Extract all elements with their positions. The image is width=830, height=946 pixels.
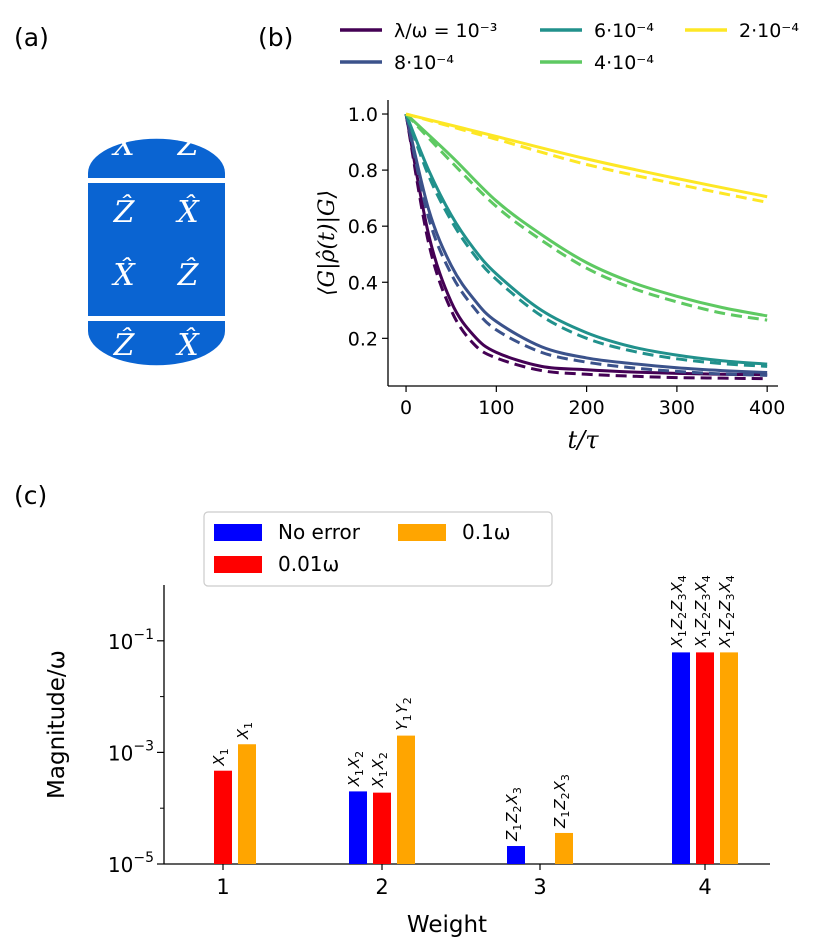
panel-b-label: (b) (258, 23, 293, 52)
legend-c-label-1: No error (278, 520, 361, 544)
b-series-2-dashed (404, 113, 768, 377)
legend-b: λ/ω = 10⁻³ 6·10⁻⁴ 2·10⁻⁴ 8·10⁻⁴ 4·10⁻⁴ (340, 20, 799, 74)
fidelity-decay-chart: 0 100 200 300 400 0.2 0.4 0.6 0.8 1.0 t/τ ⟨G|ρ̂(t)|… (315, 100, 785, 454)
b-ytick-label: 1.0 (348, 104, 378, 126)
b-xtick-label: 400 (749, 397, 785, 419)
c-ytick-label: 10−3 (108, 738, 154, 765)
c-bar-label-1-4: X1Z2Z3X4 (668, 575, 689, 648)
c-bar-label-1-3: Z1Z2X3 (503, 787, 524, 842)
b-series-2-solid (404, 113, 768, 375)
panel-a-label: (a) (14, 23, 49, 52)
operator-3-2: Ẑ (177, 257, 200, 293)
legend-c-swatch-3 (398, 524, 446, 541)
c-bar-label-3-3: Z1Z2X3 (551, 774, 572, 829)
b-series-4-solid (405, 112, 768, 318)
operator-3-1: X̂ (111, 258, 136, 293)
operator-2-1: Ẑ (113, 194, 136, 230)
c-bar-3-1 (238, 744, 256, 864)
b-series-5-dashed (405, 112, 768, 204)
legend-b-label-3: 6·10⁻⁴ (594, 20, 654, 42)
c-bar-label-2-4: X1Z2Z3X4 (692, 575, 713, 648)
c-xtick-label: 4 (698, 875, 711, 899)
c-bar-2-2 (373, 792, 391, 864)
c-bar-label-2-1: X1 (210, 748, 231, 766)
legend-c-label-3: 0.1ω (462, 520, 511, 544)
c-bar-2-1 (214, 770, 232, 864)
panel-c-label: (c) (14, 481, 47, 510)
c-ylabel: Magnitude/ω (44, 650, 70, 799)
stabilizer-block-1 (88, 138, 225, 178)
legend-b-label-5: 2·10⁻⁴ (739, 20, 799, 42)
b-series-3-dashed (404, 113, 768, 368)
b-series-5-solid (405, 112, 768, 199)
b-xtick-label: 0 (400, 397, 412, 419)
c-ytick-label: 10−1 (108, 627, 154, 654)
c-ytick-label: 10−5 (108, 850, 154, 877)
b-ytick-label: 0.2 (348, 328, 378, 350)
b-xtick-label: 100 (478, 397, 514, 419)
legend-c-swatch-2 (214, 556, 262, 573)
c-bar-1-3 (507, 846, 525, 864)
c-xtick-label: 3 (533, 875, 546, 899)
c-bar-2-4 (696, 652, 714, 864)
c-bar-3-4 (720, 652, 738, 864)
b-ytick-label: 0.4 (348, 272, 378, 294)
legend-c-swatch-1 (214, 524, 262, 541)
stabilizer-diagram: X̂ Ẑ Ẑ X̂ X̂ Ẑ Ẑ X̂ (88, 127, 225, 366)
b-series-4-dashed (404, 112, 768, 322)
c-bar-1-2 (349, 791, 367, 864)
b-series-3-solid (404, 113, 768, 366)
c-bar-label-3-4: X1Z2Z3X4 (716, 575, 737, 648)
operator-2-2: X̂ (175, 195, 200, 230)
legend-c-label-2: 0.01ω (278, 552, 339, 576)
c-xlabel: Weight (407, 912, 487, 938)
legend-b-label-1: λ/ω = 10⁻³ (394, 20, 497, 42)
b-ylabel: ⟨G|ρ̂(t)|G⟩ (315, 190, 340, 296)
b-ytick-label: 0.8 (348, 160, 378, 182)
b-xtick-label: 300 (659, 397, 695, 419)
operator-4-1: Ẑ (113, 327, 136, 363)
legend-c-frame (203, 511, 553, 587)
b-ytick-label: 0.6 (348, 216, 378, 238)
magnitude-bar-chart: 10−5 10−3 10−1 1 2 3 4 Weight Magnitude/ω X1X2 Z1Z… (44, 575, 770, 938)
b-xtick-label: 200 (568, 397, 604, 419)
c-bar-1-4 (672, 652, 690, 864)
c-bar-label-3-2: Y1Y2 (393, 697, 414, 730)
b-series-1-dashed (404, 113, 768, 381)
operator-1-1: X̂ (111, 128, 136, 163)
b-xlabel: t/τ (567, 426, 599, 454)
c-xtick-label: 1 (216, 875, 229, 899)
c-bar-3-2 (397, 735, 415, 864)
operator-4-2: X̂ (175, 328, 200, 363)
operator-1-2: Ẑ (177, 127, 200, 163)
c-xtick-label: 2 (375, 875, 388, 899)
c-bar-3-3 (555, 832, 573, 864)
stabilizer-block-2 (88, 183, 225, 316)
legend-b-label-4: 4·10⁻⁴ (594, 52, 654, 74)
legend-b-label-2: 8·10⁻⁴ (394, 52, 454, 74)
stabilizer-block-3 (88, 321, 225, 366)
c-bar-label-2-2: X1X2 (369, 752, 390, 789)
c-bar-label-3-1: X1 (234, 722, 255, 740)
b-series-1-solid (404, 113, 768, 377)
legend-c: No error 0.01ω 0.1ω (203, 511, 553, 587)
c-bar-label-1-2: X1X2 (345, 751, 366, 788)
